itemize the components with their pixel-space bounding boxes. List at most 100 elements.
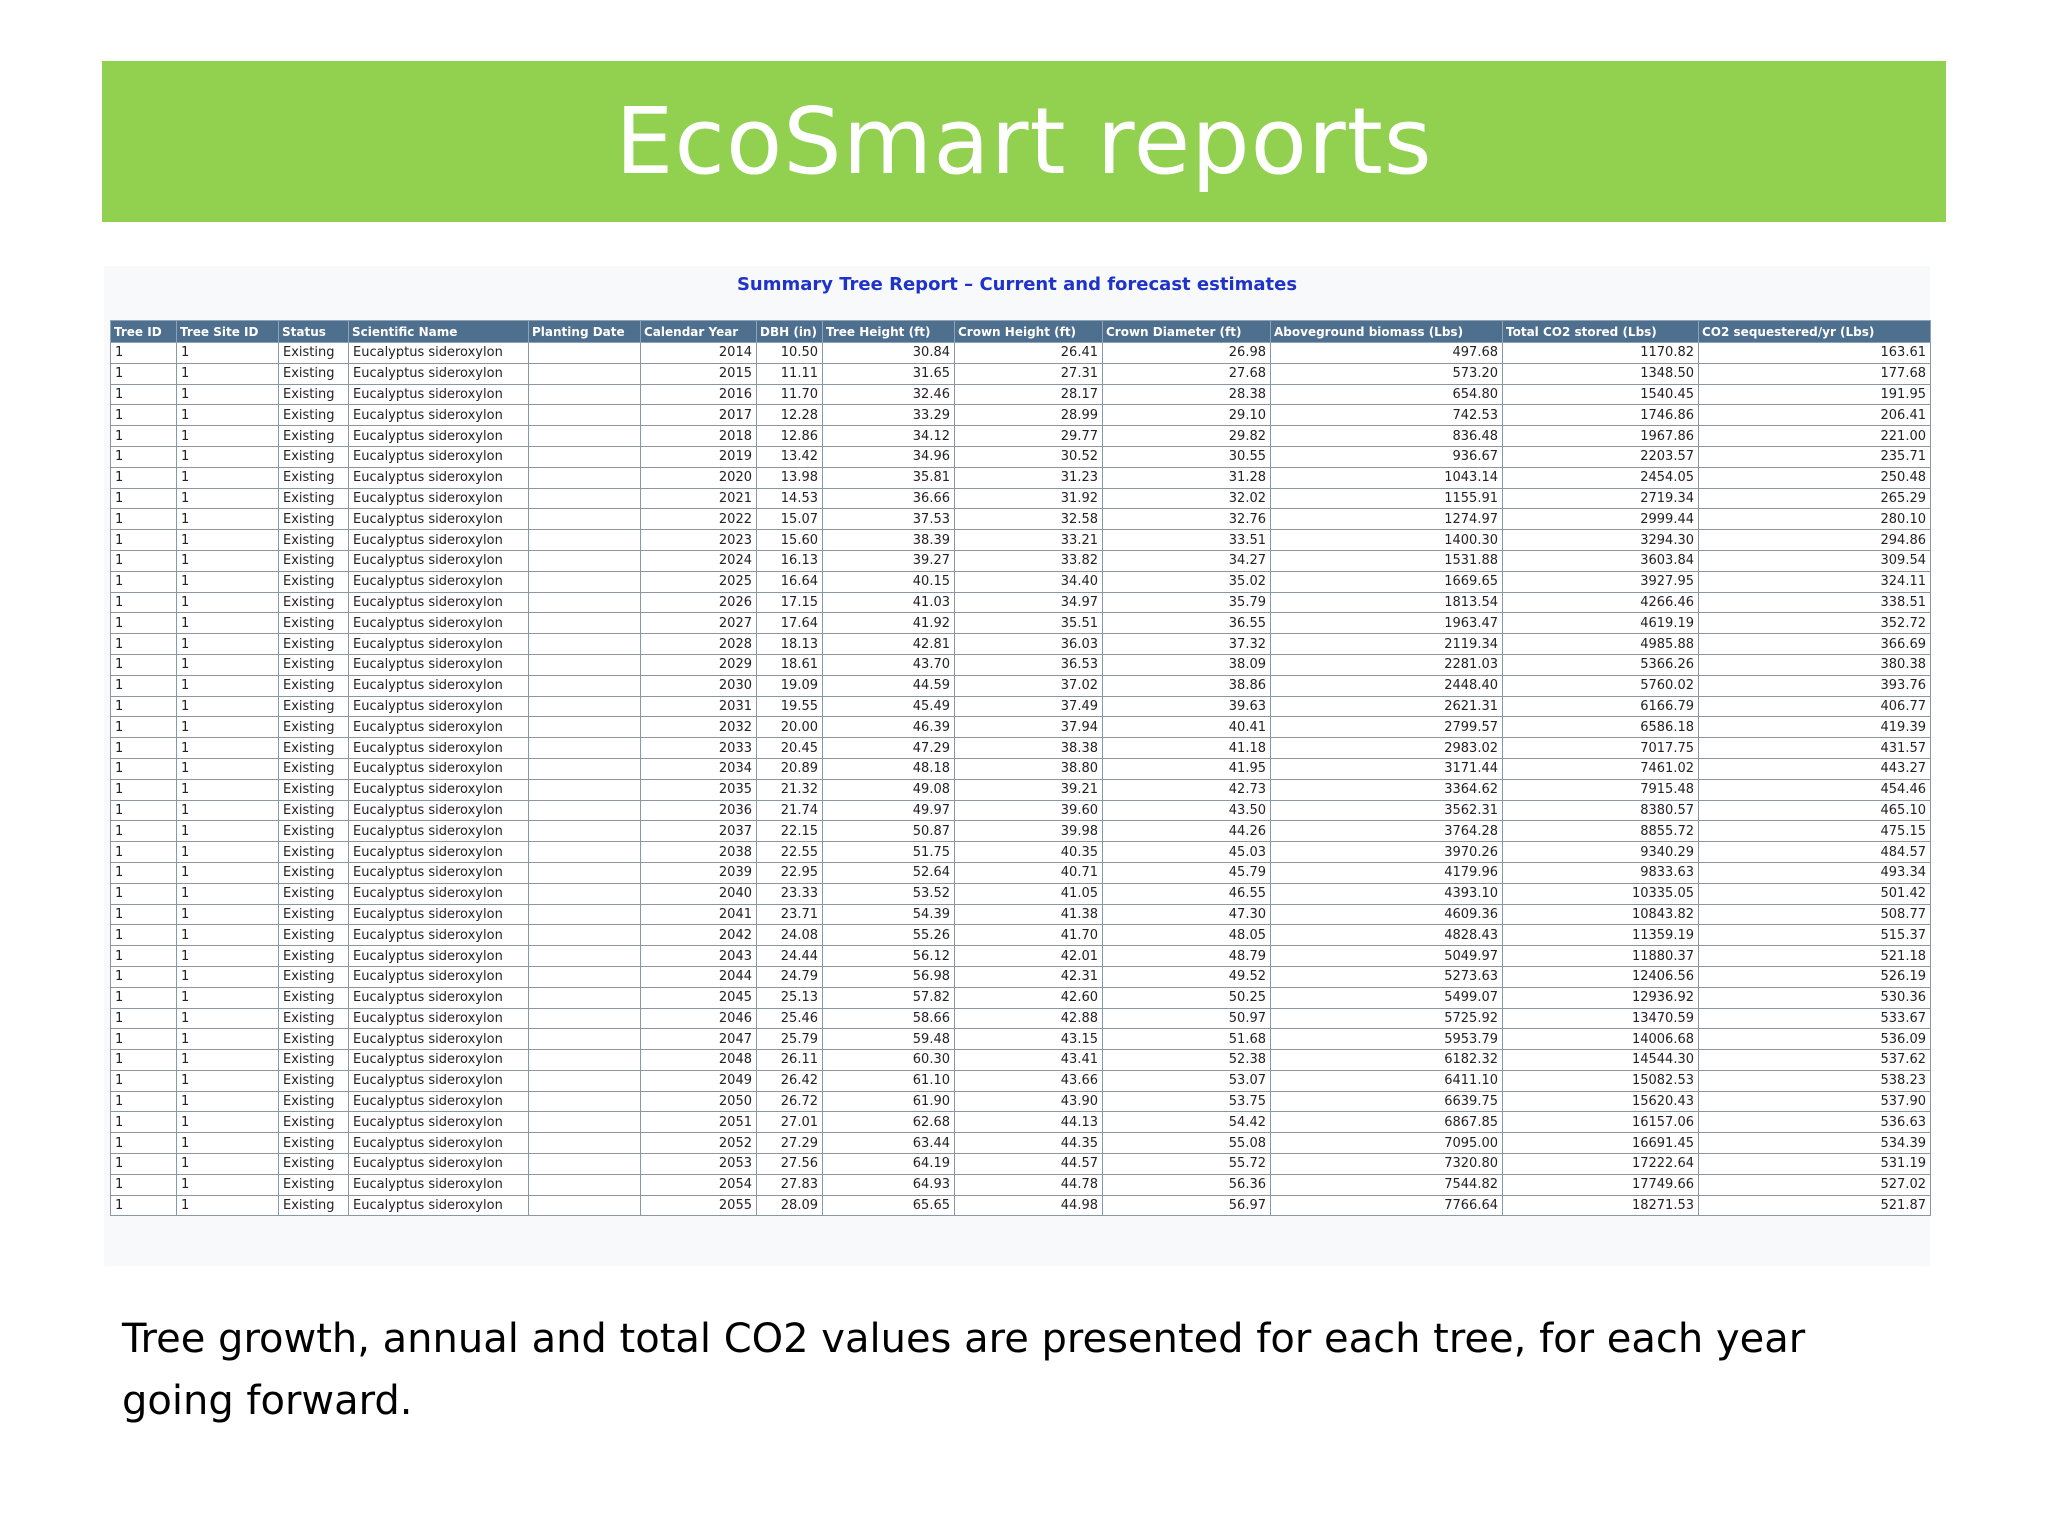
table-cell: 56.98: [822, 965, 955, 988]
table-cell: Existing: [278, 945, 349, 967]
table-cell: 3562.31: [1270, 799, 1503, 822]
table-cell: 4828.43: [1270, 924, 1503, 947]
table-row: 1 1 Existing Eucalyptus sideroxylon 2032 20.0…: [110, 716, 1931, 739]
table-cell: 3294.30: [1502, 529, 1699, 551]
table-cell: 324.11: [1698, 570, 1931, 593]
table-cell: 2042: [640, 924, 757, 947]
table-cell: 47.30: [1102, 903, 1271, 926]
table-row: 1 1 Existing Eucalyptus sideroxylon 2027 17.6…: [110, 612, 1931, 635]
table-cell: 537.62: [1698, 1049, 1931, 1071]
table-cell: 2046: [640, 1007, 757, 1030]
table-cell: 38.80: [954, 757, 1103, 780]
table-cell: 1: [176, 529, 279, 551]
table-cell: 1: [110, 633, 177, 655]
table-body: 1 1 Existing Eucalyptus sideroxylon 2014 10.5…: [110, 342, 1931, 1217]
table-cell: 2017: [640, 404, 757, 427]
table-cell: 12936.92: [1502, 986, 1699, 1009]
table-cell: 15.60: [756, 529, 823, 551]
table-cell: 26.42: [756, 1069, 823, 1092]
table-cell: [528, 445, 641, 468]
table-row: 1 1 Existing Eucalyptus sideroxylon 2055 28.0…: [110, 1194, 1931, 1217]
table-cell: 65.65: [822, 1194, 955, 1217]
table-cell: 29.10: [1102, 404, 1271, 427]
table-cell: 4619.19: [1502, 612, 1699, 635]
table-cell: 1: [176, 342, 279, 364]
table-cell: 20.45: [756, 737, 823, 759]
table-cell: 206.41: [1698, 404, 1931, 427]
table-cell: 2027: [640, 612, 757, 635]
table-cell: 13.42: [756, 445, 823, 468]
table-cell: Existing: [278, 716, 349, 739]
table-cell: 3603.84: [1502, 549, 1699, 572]
table-cell: Eucalyptus sideroxylon: [348, 612, 529, 635]
table-cell: [528, 466, 641, 489]
table-row: 1 1 Existing Eucalyptus sideroxylon 2030 19.0…: [110, 674, 1931, 697]
table-cell: 37.32: [1102, 633, 1271, 655]
table-cell: Existing: [278, 549, 349, 572]
table-cell: 366.69: [1698, 633, 1931, 655]
table-cell: 2050: [640, 1090, 757, 1113]
table-row: 1 1 Existing Eucalyptus sideroxylon 2053 27.5…: [110, 1153, 1931, 1175]
table-cell: 37.49: [954, 695, 1103, 718]
table-cell: 57.82: [822, 986, 955, 1009]
table-row: 1 1 Existing Eucalyptus sideroxylon 2020 13.9…: [110, 466, 1931, 489]
table-cell: [528, 1049, 641, 1071]
table-cell: 1: [110, 1028, 177, 1051]
table-cell: 32.58: [954, 508, 1103, 531]
table-cell: 14006.68: [1502, 1028, 1699, 1051]
table-cell: 6182.32: [1270, 1049, 1503, 1071]
table-cell: Eucalyptus sideroxylon: [348, 882, 529, 905]
table-cell: 2025: [640, 570, 757, 593]
table-cell: 7461.02: [1502, 757, 1699, 780]
table-cell: 16157.06: [1502, 1111, 1699, 1134]
table-cell: Eucalyptus sideroxylon: [348, 362, 529, 385]
table-cell: Eucalyptus sideroxylon: [348, 986, 529, 1009]
table-row: 1 1 Existing Eucalyptus sideroxylon 2042 24.0…: [110, 924, 1931, 947]
column-header: Planting Date: [528, 320, 641, 343]
table-cell: 1: [110, 487, 177, 510]
table-cell: 265.29: [1698, 487, 1931, 510]
table-cell: 493.34: [1698, 861, 1931, 884]
table-cell: 39.27: [822, 549, 955, 572]
table-cell: 28.99: [954, 404, 1103, 427]
table-row: 1 1 Existing Eucalyptus sideroxylon 2015 11.1…: [110, 362, 1931, 385]
table-cell: 1: [176, 1007, 279, 1030]
table-cell: 2043: [640, 945, 757, 967]
table-cell: 28.09: [756, 1194, 823, 1217]
table-cell: 4985.88: [1502, 633, 1699, 655]
table-cell: 40.35: [954, 841, 1103, 863]
table-cell: Existing: [278, 986, 349, 1009]
table-cell: Eucalyptus sideroxylon: [348, 778, 529, 801]
table-cell: 5760.02: [1502, 674, 1699, 697]
report-screenshot: Summary Tree Report – Current and foreca…: [104, 266, 1931, 1266]
table-cell: 39.63: [1102, 695, 1271, 718]
table-cell: 4393.10: [1270, 882, 1503, 905]
table-cell: 2448.40: [1270, 674, 1503, 697]
table-cell: 3364.62: [1270, 778, 1503, 801]
table-cell: Existing: [278, 757, 349, 780]
table-row: 1 1 Existing Eucalyptus sideroxylon 2051 27.0…: [110, 1111, 1931, 1134]
table-cell: 1: [176, 778, 279, 801]
table-cell: 1: [176, 591, 279, 614]
table-cell: [528, 737, 641, 759]
table-cell: 497.68: [1270, 342, 1503, 364]
table-cell: 3171.44: [1270, 757, 1503, 780]
table-cell: 35.81: [822, 466, 955, 489]
table-cell: 1: [110, 757, 177, 780]
table-cell: 2029: [640, 653, 757, 676]
table-cell: 1: [176, 383, 279, 406]
table-cell: 17749.66: [1502, 1173, 1699, 1196]
table-cell: 41.70: [954, 924, 1103, 947]
table-cell: 31.28: [1102, 466, 1271, 489]
table-cell: 1: [176, 945, 279, 967]
table-cell: 1: [110, 425, 177, 447]
table-cell: 2014: [640, 342, 757, 364]
table-cell: 521.87: [1698, 1194, 1931, 1217]
table-cell: Existing: [278, 924, 349, 947]
table-cell: 1: [176, 1132, 279, 1155]
table-cell: 45.79: [1102, 861, 1271, 884]
table-cell: 55.26: [822, 924, 955, 947]
table-cell: Eucalyptus sideroxylon: [348, 529, 529, 551]
table-cell: 4609.36: [1270, 903, 1503, 926]
table-cell: Existing: [278, 861, 349, 884]
